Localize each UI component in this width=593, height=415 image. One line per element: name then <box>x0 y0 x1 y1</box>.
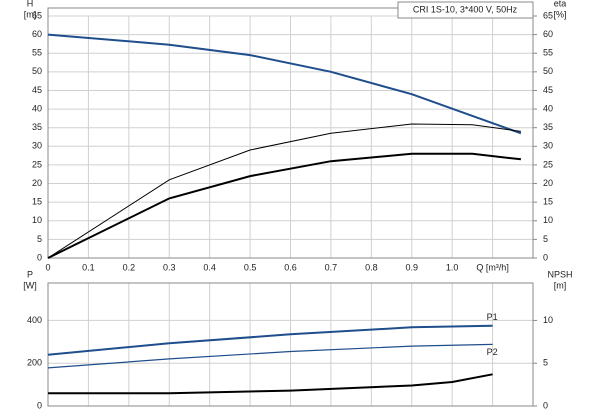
y-tick-label: 45 <box>32 85 42 95</box>
y2-tick-label: 55 <box>543 48 553 58</box>
y2-tick-label: 15 <box>543 197 553 207</box>
x-tick-label: 0.7 <box>325 262 338 272</box>
x-tick-label: 0.4 <box>203 262 216 272</box>
y2-axis-unit: [m] <box>554 280 567 290</box>
curve <box>48 373 493 395</box>
y2-tick-label: 35 <box>543 122 553 132</box>
y2-tick-label: 5 <box>543 358 548 368</box>
y2-tick-label: 10 <box>543 215 553 225</box>
y-axis-label: H <box>27 0 34 8</box>
y-axis-unit: [m] <box>24 9 37 19</box>
curve <box>47 33 522 135</box>
series-label: P2 <box>487 347 498 357</box>
curve <box>47 343 493 369</box>
x-tick-label: 0.9 <box>405 262 418 272</box>
y-tick-label: 50 <box>32 66 42 76</box>
x-tick-label: 0.5 <box>244 262 257 272</box>
y-tick-label: 5 <box>37 234 42 244</box>
y2-tick-label: 45 <box>543 85 553 95</box>
y-tick-label: 10 <box>32 215 42 225</box>
y2-tick-label: 0 <box>543 252 548 262</box>
x-tick-label: 0.1 <box>82 262 95 272</box>
y-tick-label: 15 <box>32 197 42 207</box>
plot-frame <box>47 7 534 259</box>
x-tick-label: 0.3 <box>163 262 176 272</box>
curve <box>47 324 493 356</box>
y2-tick-label: 20 <box>543 178 553 188</box>
y-tick-label: 30 <box>32 141 42 151</box>
chart-title: CRI 1S-10, 3*400 V, 50Hz <box>413 4 518 14</box>
y-tick-label: 35 <box>32 122 42 132</box>
y2-tick-label: 25 <box>543 159 553 169</box>
x-tick-label: 0.8 <box>365 262 378 272</box>
y-tick-label: 65 <box>32 10 42 20</box>
y-axis-unit: [W] <box>23 280 37 290</box>
y2-axis-label: NPSH <box>547 269 572 279</box>
y-tick-label: 200 <box>27 358 42 368</box>
y-tick-label: 20 <box>32 178 42 188</box>
y2-tick-label: 10 <box>543 315 553 325</box>
y2-tick-label: 50 <box>543 66 553 76</box>
x-tick-label: 0.6 <box>284 262 297 272</box>
title-box <box>397 1 534 19</box>
series-label: P1 <box>487 312 498 322</box>
x-tick-label: 1.0 <box>446 262 459 272</box>
y-tick-label: 25 <box>32 159 42 169</box>
y-tick-label: 55 <box>32 48 42 58</box>
curve <box>47 123 521 259</box>
y2-tick-label: 0 <box>543 400 548 410</box>
y-axis-label: P <box>27 269 33 279</box>
y2-tick-label: 30 <box>543 141 553 151</box>
x-tick-label: 0.2 <box>123 262 136 272</box>
plot-frame <box>47 282 534 407</box>
y2-tick-label: 40 <box>543 103 553 113</box>
x-tick-label: 0 <box>45 262 50 272</box>
y2-tick-label: 65 <box>543 10 553 20</box>
y-tick-label: 400 <box>27 315 42 325</box>
y2-axis-label: eta <box>554 0 567 8</box>
curve <box>47 152 522 259</box>
y2-tick-label: 5 <box>543 234 548 244</box>
x-tick-label: Q [m³/h] <box>476 262 509 272</box>
y-tick-label: 0 <box>37 252 42 262</box>
y-tick-label: 60 <box>32 29 42 39</box>
y-tick-label: 0 <box>37 400 42 410</box>
y2-tick-label: 60 <box>543 29 553 39</box>
y2-axis-unit: [%] <box>553 9 566 19</box>
y-tick-label: 40 <box>32 103 42 113</box>
